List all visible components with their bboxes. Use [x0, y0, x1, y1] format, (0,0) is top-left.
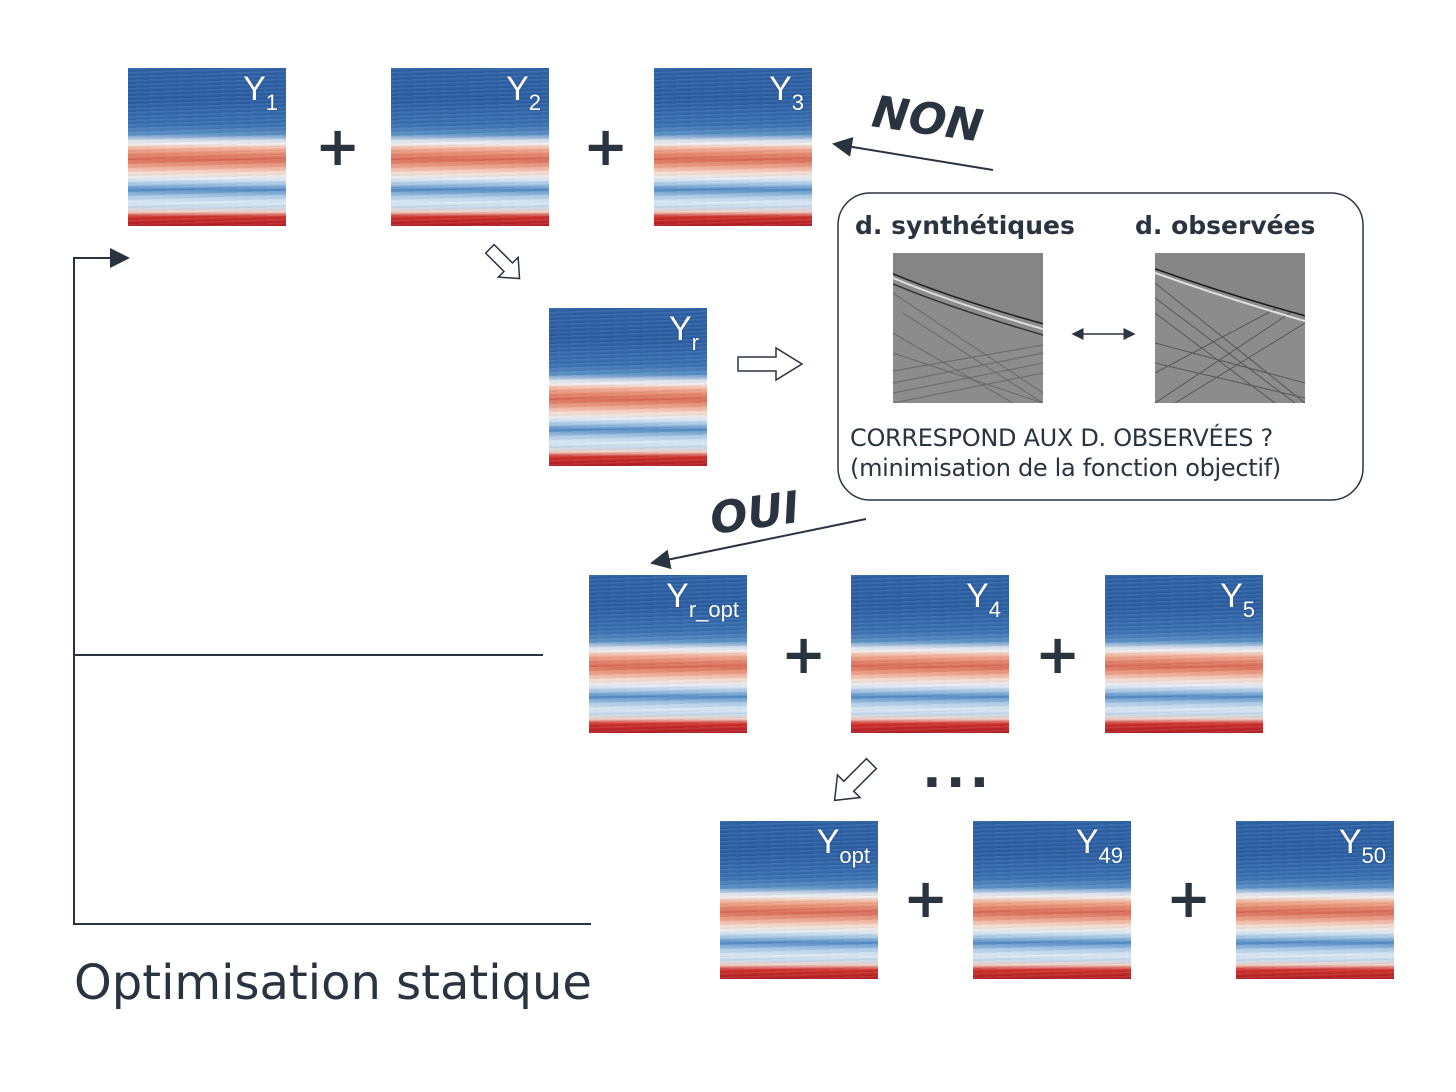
field-image: [1105, 575, 1263, 733]
field-image: [391, 68, 549, 226]
field-yr: Yr: [549, 308, 707, 466]
field-image: [654, 68, 812, 226]
loop-line: [73, 248, 591, 925]
block-arrow-right: [737, 346, 804, 382]
field-image: [851, 575, 1009, 733]
block-arrow-down-left: [833, 757, 878, 802]
question-line2: (minimisation de la fonction objectif): [850, 454, 1281, 482]
field-label: Y1: [243, 70, 278, 115]
ellipsis: ...: [922, 740, 994, 800]
plus-sign: +: [583, 115, 629, 178]
observed-seismogram: [1155, 253, 1305, 403]
question-line1: CORRESPOND AUX D. OBSERVÉES ?: [850, 424, 1273, 452]
non-arrow: [832, 137, 994, 171]
field-y3: Y3: [654, 68, 812, 226]
plus-sign: +: [315, 115, 361, 178]
field-label: Y49: [1075, 823, 1123, 868]
diagram-title: Optimisation statique: [74, 955, 592, 1011]
field-label: Y5: [1220, 577, 1255, 622]
field-image: [973, 821, 1131, 979]
plus-sign: +: [903, 867, 949, 930]
field-y1: Y1: [128, 68, 286, 226]
field-image: [589, 575, 747, 733]
synthetic-seismogram-plot: [893, 253, 1043, 403]
field-label: Yr: [668, 310, 699, 355]
synthetic-seismogram: [893, 253, 1043, 403]
block-arrow-down-right: [484, 243, 521, 280]
field-yropt: Yr_opt: [589, 575, 747, 733]
comparison-box: [837, 192, 1364, 501]
field-label: Y4: [966, 577, 1001, 622]
plus-sign: +: [781, 623, 827, 686]
field-y2: Y2: [391, 68, 549, 226]
field-image: [549, 308, 707, 466]
plus-sign: +: [1035, 623, 1081, 686]
field-label: Yopt: [816, 823, 870, 868]
observed-seismogram-plot: [1155, 253, 1305, 403]
observed-label: d. observées: [1135, 211, 1316, 240]
synthetic-label: d. synthétiques: [855, 211, 1075, 240]
field-image: [128, 68, 286, 226]
field-yopt: Yopt: [720, 821, 878, 979]
field-y49: Y49: [973, 821, 1131, 979]
field-label: Y2: [506, 70, 541, 115]
field-y50: Y50: [1236, 821, 1394, 979]
field-image: [1236, 821, 1394, 979]
plus-sign: +: [1166, 867, 1212, 930]
field-y4: Y4: [851, 575, 1009, 733]
oui-arrow: [650, 518, 867, 570]
field-label: Yr_opt: [666, 577, 739, 622]
field-image: [720, 821, 878, 979]
field-label: Y50: [1338, 823, 1386, 868]
field-y5: Y5: [1105, 575, 1263, 733]
field-label: Y3: [769, 70, 804, 115]
